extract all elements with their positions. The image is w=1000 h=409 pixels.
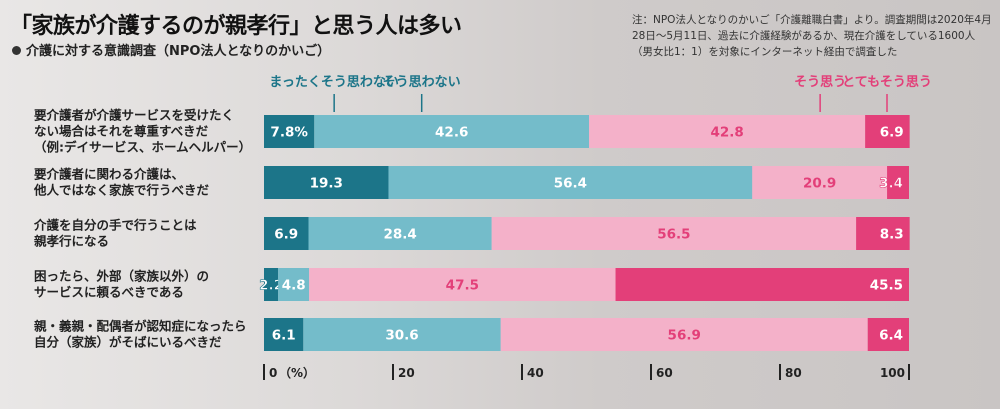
row-label: 親孝行になる [34, 234, 109, 249]
legend-label: そう思わない [383, 75, 461, 90]
legend-label: そう思う [794, 75, 846, 90]
bar-segment [856, 217, 910, 250]
legend-label: とてもそう思う [842, 75, 932, 90]
axis-unit-label: （%） [279, 365, 315, 380]
source-note: 注：NPO法人となりのかいご「介護離職白書」より。調査期間は2020年4月28日… [632, 14, 992, 58]
bar-value-label: 8.3 [880, 227, 904, 243]
bar-value-label: 56.4 [554, 176, 587, 192]
bar-value-label: 56.9 [668, 328, 701, 344]
bar-segment [264, 318, 304, 351]
bar-segment [865, 115, 910, 148]
chart-rows: 要介護者が介護サービスを受けたくない場合はそれを尊重すべきだ（例:デイサービス、… [33, 108, 910, 351]
tick-label: 40 [527, 366, 544, 380]
row-label: 要介護者が介護サービスを受けたく [34, 108, 234, 123]
row-label: 要介護者に関わる介護は、 [34, 167, 184, 182]
bar-value-label: 4.8 [282, 278, 306, 294]
legend-label: まったくそう思わない [269, 75, 398, 90]
bar-value-label: 19.3 [310, 176, 343, 192]
tick-label: 80 [785, 366, 802, 380]
bar-value-label: 56.5 [657, 227, 690, 243]
row-label: ない場合はそれを尊重すべきだ [34, 124, 209, 139]
bar-segment [500, 318, 868, 351]
chart-title: 「家族が介護するのが親孝行」と思う人は多い [10, 14, 462, 39]
bar-value-label: 30.6 [385, 328, 418, 344]
chart-subtitle: 介護に対する意識調査（NPO法人となりのかいご） [12, 40, 330, 59]
x-axis: 0 20 40 60 80 100 （%） [263, 364, 910, 380]
bar-segment [264, 268, 279, 301]
row-label: 困ったら、外部（家族以外）の [34, 269, 209, 284]
bar-value-label: 6.1 [272, 328, 296, 344]
bar-segment [278, 268, 310, 301]
bar-value-label: 20.9 [803, 176, 836, 192]
bar-value-label: 3.4 [879, 176, 903, 192]
subtitle-text: 介護に対する意識調査（NPO法人となりのかいご） [26, 44, 331, 59]
bar-value-label: 6.4 [879, 328, 903, 344]
bar-segment [752, 166, 888, 199]
row-label: 介護を自分の手で行うことは [33, 218, 197, 233]
tick-label: 20 [398, 366, 415, 380]
bar-segment [264, 166, 389, 199]
bar-segment [388, 166, 753, 199]
bar-segment [491, 217, 857, 250]
bar-segment [589, 115, 866, 148]
bullet-dot-icon [12, 46, 21, 55]
row-label: （例:デイサービス、ホームヘルパー） [34, 140, 251, 155]
bar-value-label: 6.9 [274, 227, 298, 243]
bar-value-label: 7.8% [270, 125, 308, 141]
bar-value-label: 28.4 [383, 227, 416, 243]
bar-value-label: 42.6 [435, 125, 468, 141]
bar-segment [867, 318, 909, 351]
bar-value-label: 2.2 [259, 278, 283, 294]
bar-segment [264, 217, 309, 250]
bar-value-label: 6.9 [880, 125, 904, 141]
bar-segment [308, 217, 492, 250]
row-label: 親・義親・配偶者が認知症になったら [34, 319, 247, 334]
bar-value-label: 45.5 [870, 278, 903, 294]
bar-segment [314, 115, 590, 148]
bar-segment [887, 166, 909, 199]
bar-segment [309, 268, 616, 301]
row-label: 他人ではなく家族で行うべきだ [33, 183, 210, 198]
bar-segment [615, 268, 909, 301]
bar-value-label: 42.8 [710, 125, 743, 141]
row-label: 自分（家族）がそばにいるべきだ [34, 335, 222, 350]
tick-label: 100 [880, 366, 905, 380]
bar-segment [303, 318, 501, 351]
tick-label: 60 [656, 366, 673, 380]
bar-value-label: 47.5 [446, 278, 479, 294]
tick-label: 0 [269, 366, 277, 380]
row-label: サービスに頼るべきである [34, 285, 184, 300]
bar-segment [264, 115, 315, 148]
